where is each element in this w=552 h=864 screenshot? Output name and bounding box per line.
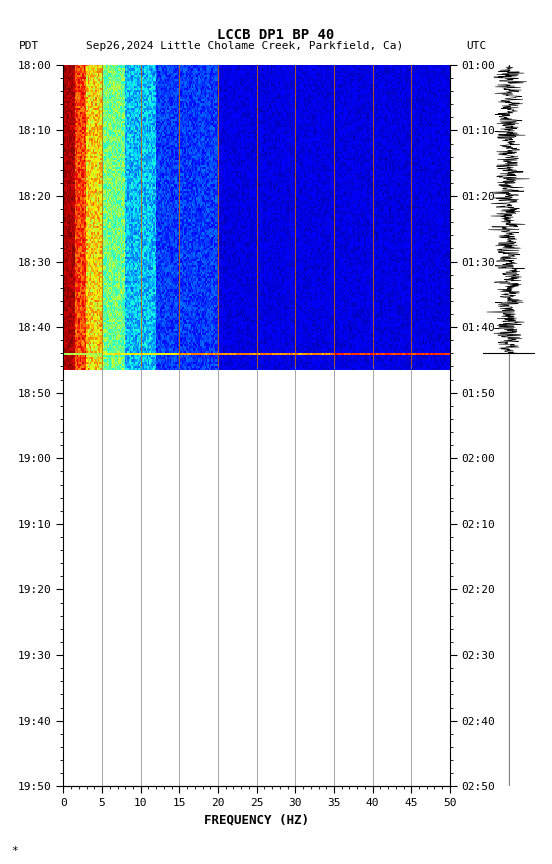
- Text: LCCB DP1 BP 40: LCCB DP1 BP 40: [217, 28, 335, 41]
- Text: Sep26,2024 Little Cholame Creek, Parkfield, Ca): Sep26,2024 Little Cholame Creek, Parkfie…: [86, 41, 403, 52]
- X-axis label: FREQUENCY (HZ): FREQUENCY (HZ): [204, 814, 309, 827]
- Text: PDT: PDT: [19, 41, 40, 52]
- Text: *: *: [11, 846, 18, 855]
- Text: UTC: UTC: [466, 41, 487, 52]
